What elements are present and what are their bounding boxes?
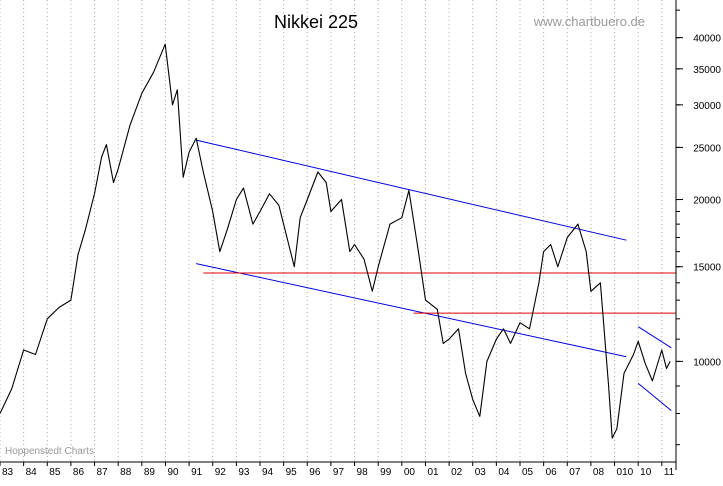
x-tick-label: 06 (546, 467, 558, 478)
y-tick-label: 25000 (693, 143, 721, 154)
channel-line (637, 326, 672, 349)
x-tick-label: 92 (215, 467, 227, 478)
x-tick-label: 04 (498, 467, 510, 478)
y-tick-label: 35000 (693, 65, 721, 76)
y-tick-label: 15000 (693, 263, 721, 274)
x-tick-label: 00 (404, 467, 416, 478)
x-tick-label: 93 (238, 467, 250, 478)
plot-frame (0, 0, 677, 470)
x-tick-label: 87 (97, 467, 109, 478)
x-tick-label: 08 (593, 467, 605, 478)
y-tick-label: 20000 (693, 196, 721, 207)
x-tick-label: 07 (569, 467, 581, 478)
x-tick-label: 11 (664, 467, 675, 478)
y-tick-label: 30000 (693, 101, 721, 112)
x-tick-label: 010 (617, 467, 634, 478)
x-tick-label: 98 (357, 467, 369, 478)
y-tick-label: 40000 (693, 34, 721, 45)
x-tick-label: 88 (120, 467, 132, 478)
credit-label: Hoppenstedt Charts (5, 446, 94, 457)
source-label: www.chartbuero.de (533, 14, 645, 29)
x-tick-label: 84 (26, 467, 38, 478)
grid (0, 0, 663, 462)
x-tick-label: 89 (144, 467, 156, 478)
x-axis: 83 84 85 86 87 88 89 90 91 92 93 94 95 96 97 98 99 00 01 02… (0, 462, 675, 478)
channel-line (196, 139, 627, 241)
x-tick-label: 10 (640, 467, 652, 478)
y-tick-label: 10000 (693, 357, 721, 368)
y-axis: 10000 15000 20000 25000 30000 35000 40000 (676, 9, 721, 446)
x-tick-label: 97 (333, 467, 345, 478)
x-tick-label: 02 (451, 467, 463, 478)
price-line (0, 43, 671, 439)
x-tick-label: 01 (427, 467, 439, 478)
x-tick-label: 86 (73, 467, 85, 478)
trend-lines (196, 139, 676, 411)
x-tick-label: 85 (49, 467, 61, 478)
x-tick-label: 03 (475, 467, 487, 478)
x-tick-label: 91 (191, 467, 203, 478)
chart-title: Nikkei 225 (274, 12, 358, 32)
x-tick-label: 83 (2, 467, 14, 478)
x-tick-label: 99 (380, 467, 392, 478)
x-tick-label: 96 (309, 467, 321, 478)
channel-line (637, 383, 672, 411)
x-tick-label: 90 (167, 467, 179, 478)
x-tick-label: 05 (522, 467, 534, 478)
x-tick-label: 95 (286, 467, 298, 478)
channel-line (196, 263, 627, 358)
price-series (0, 43, 671, 439)
x-tick-label: 94 (262, 467, 274, 478)
